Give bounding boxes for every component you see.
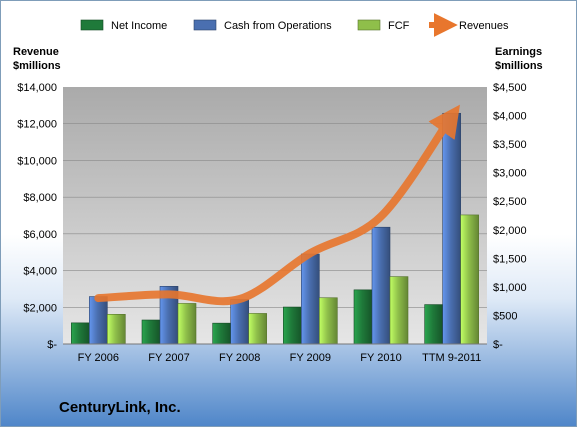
left-tick-label: $6,000 — [23, 229, 57, 241]
x-tick-label: FY 2008 — [219, 352, 260, 364]
legend-swatch-fcf — [358, 20, 380, 30]
left-tick-label: $- — [47, 339, 57, 351]
bar-net-income — [213, 323, 231, 344]
right-tick-label: $2,000 — [493, 225, 527, 237]
right-tick-label: $3,000 — [493, 168, 527, 180]
x-tick-label: FY 2007 — [148, 352, 189, 364]
left-axis-title-line1: Revenue — [13, 46, 59, 58]
legend-label-net-income: Net Income — [111, 20, 167, 32]
right-axis-title-line1: Earnings — [495, 46, 542, 58]
bar-fcf — [319, 298, 337, 344]
legend-swatch-cash-from-operations — [194, 20, 216, 30]
x-tick-label: FY 2009 — [290, 352, 331, 364]
right-tick-label: $- — [493, 339, 503, 351]
right-tick-label: $4,000 — [493, 111, 527, 123]
legend-label-cash-from-operations: Cash from Operations — [224, 20, 332, 32]
x-tick-label: FY 2010 — [360, 352, 401, 364]
x-tick-label: FY 2006 — [78, 352, 119, 364]
bar-cash-from-operations — [89, 297, 107, 344]
right-tick-label: $1,000 — [493, 282, 527, 294]
left-tick-label: $14,000 — [17, 82, 57, 94]
bar-cash-from-operations — [301, 254, 319, 344]
left-tick-label: $12,000 — [17, 119, 57, 131]
legend-label-revenues: Revenues — [459, 20, 509, 32]
bar-cash-from-operations — [443, 113, 461, 344]
right-tick-label: $2,500 — [493, 196, 527, 208]
bar-net-income — [354, 290, 372, 344]
bar-net-income — [425, 305, 443, 344]
right-tick-label: $4,500 — [493, 82, 527, 94]
bar-fcf — [107, 314, 125, 344]
right-tick-label: $1,500 — [493, 253, 527, 265]
legend-swatch-net-income — [81, 20, 103, 30]
left-axis-title-line2: $millions — [13, 60, 61, 72]
bar-cash-from-operations — [231, 299, 249, 344]
bar-fcf — [461, 215, 479, 344]
bar-net-income — [71, 323, 89, 344]
right-tick-label: $500 — [493, 310, 517, 322]
bar-fcf — [390, 277, 408, 344]
company-name: CenturyLink, Inc. — [59, 399, 181, 416]
bar-cash-from-operations — [372, 227, 390, 344]
left-tick-label: $10,000 — [17, 155, 57, 167]
left-tick-label: $8,000 — [23, 192, 57, 204]
right-axis-title-line2: $millions — [495, 60, 543, 72]
bar-net-income — [142, 320, 160, 344]
left-tick-label: $2,000 — [23, 302, 57, 314]
right-tick-label: $3,500 — [493, 139, 527, 151]
x-tick-label: TTM 9-2011 — [422, 352, 481, 364]
bar-net-income — [283, 307, 301, 344]
bar-fcf — [178, 303, 196, 344]
bar-fcf — [249, 313, 267, 344]
plot-area — [63, 87, 487, 344]
left-tick-label: $4,000 — [23, 266, 57, 278]
legend-label-fcf: FCF — [388, 20, 410, 32]
